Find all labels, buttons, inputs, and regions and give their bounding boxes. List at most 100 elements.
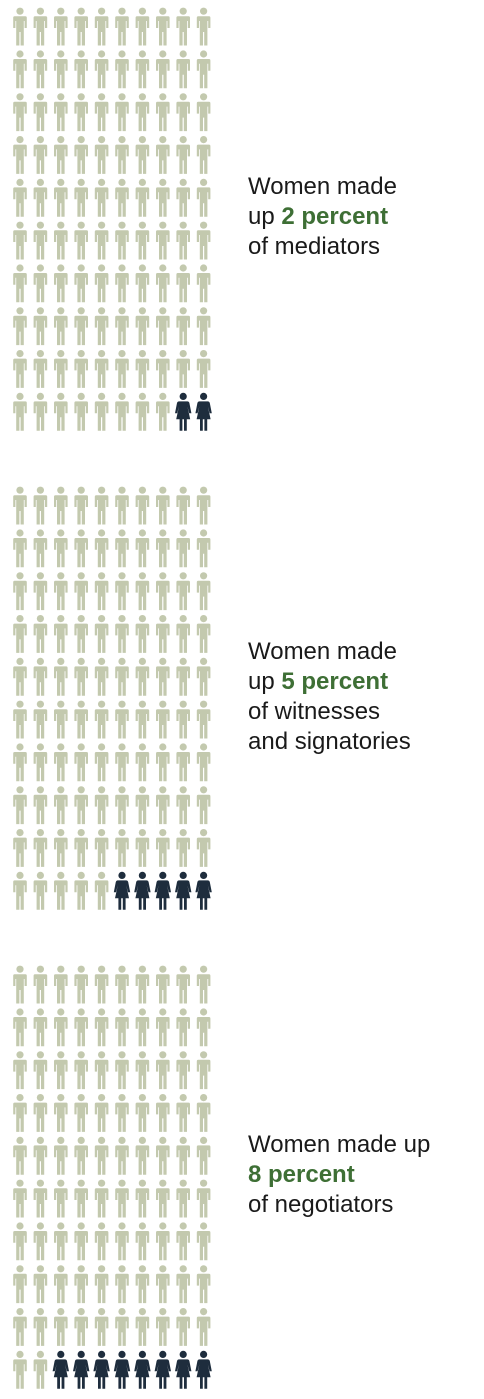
person-icon [54, 93, 68, 132]
person-icon [196, 743, 211, 782]
person-icon [54, 1265, 68, 1304]
person-icon [196, 1051, 211, 1090]
person-icon [13, 350, 27, 388]
person-icon [94, 615, 109, 653]
person-icon [54, 657, 68, 696]
person-icon [54, 572, 68, 611]
person-icon [13, 1350, 27, 1389]
person-icon [94, 264, 109, 303]
person-icon [74, 965, 88, 1004]
person-icon [176, 1136, 190, 1175]
person-icon [156, 1179, 170, 1218]
person-icon [94, 1222, 109, 1261]
person-icon [33, 178, 48, 217]
person-icon [94, 965, 109, 1004]
person-icon [74, 1222, 88, 1261]
person-icon [13, 1094, 27, 1132]
person-icon [115, 1308, 129, 1346]
person-icon [33, 1350, 48, 1389]
person-icon [54, 786, 68, 825]
woman-icon [73, 1350, 90, 1389]
person-icon [135, 829, 150, 867]
person-icon [74, 700, 88, 739]
person-icon [115, 7, 129, 46]
person-icon [74, 829, 88, 867]
person-icon [94, 1008, 109, 1047]
woman-icon [175, 392, 192, 431]
person-icon [13, 178, 27, 217]
person-icon [54, 700, 68, 739]
person-icon [94, 50, 109, 89]
percent-value: 8 percent [248, 1161, 355, 1188]
person-icon [135, 1051, 150, 1090]
person-icon [33, 572, 48, 611]
person-icon [135, 965, 150, 1004]
person-icon [54, 307, 68, 346]
woman-icon [52, 1350, 69, 1389]
person-icon [54, 1136, 68, 1175]
person-icon [156, 1308, 170, 1346]
person-icon [196, 93, 211, 132]
person-icon [54, 1179, 68, 1218]
person-icon [135, 1094, 150, 1132]
person-icon [33, 307, 48, 346]
person-icon [115, 657, 129, 696]
person-icon [115, 965, 129, 1004]
person-icon [156, 529, 170, 568]
person-icon [135, 178, 150, 217]
person-icon [115, 700, 129, 739]
caption-lead: Women made up [248, 1131, 431, 1158]
person-icon [54, 829, 68, 867]
person-icon [33, 1222, 48, 1261]
person-icon [33, 786, 48, 825]
person-icon [176, 529, 190, 568]
person-icon [74, 178, 88, 217]
person-icon [196, 1094, 211, 1132]
person-icon [135, 350, 150, 388]
person-icon [33, 486, 48, 525]
person-icon [176, 1265, 190, 1304]
person-icon [156, 221, 170, 260]
person-icon [196, 50, 211, 89]
person-icon [196, 136, 211, 174]
person-icon [135, 700, 150, 739]
person-icon [94, 786, 109, 825]
person-icon [13, 1008, 27, 1047]
person-icon [94, 486, 109, 525]
person-icon [115, 1265, 129, 1304]
person-icon [33, 392, 48, 431]
person-icon [74, 871, 88, 910]
person-icon [196, 7, 211, 46]
person-icon [94, 136, 109, 174]
woman-icon [175, 1350, 192, 1389]
person-icon [74, 1179, 88, 1218]
person-icon [33, 657, 48, 696]
person-icon [176, 1051, 190, 1090]
person-icon [54, 7, 68, 46]
person-icon [74, 486, 88, 525]
person-icon [176, 1222, 190, 1261]
woman-icon [195, 871, 212, 910]
person-icon [115, 1136, 129, 1175]
person-icon [33, 93, 48, 132]
person-icon [33, 743, 48, 782]
person-icon [54, 392, 68, 431]
person-icon [156, 572, 170, 611]
person-icon [94, 221, 109, 260]
woman-icon [113, 1350, 131, 1389]
person-icon [13, 1051, 27, 1090]
person-icon [176, 1308, 190, 1346]
person-icon [13, 743, 27, 782]
person-icon [156, 1051, 170, 1090]
witnesses-pictograph [10, 485, 214, 913]
person-icon [94, 871, 109, 910]
person-icon [33, 615, 48, 653]
person-icon [33, 50, 48, 89]
person-icon [74, 1265, 88, 1304]
person-icon [115, 486, 129, 525]
person-icon [196, 307, 211, 346]
percent-value: 2 percent [281, 203, 389, 230]
person-icon [156, 1008, 170, 1047]
person-icon [33, 1308, 48, 1346]
percent-value: 5 percent [281, 668, 389, 695]
